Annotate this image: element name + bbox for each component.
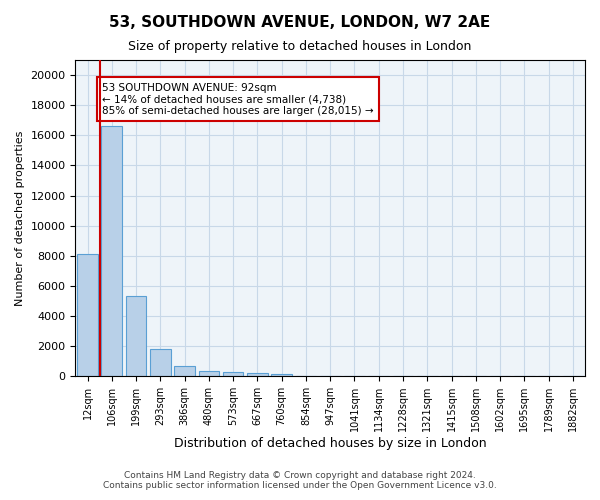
X-axis label: Distribution of detached houses by size in London: Distribution of detached houses by size … — [174, 437, 487, 450]
Y-axis label: Number of detached properties: Number of detached properties — [15, 130, 25, 306]
Text: Contains HM Land Registry data © Crown copyright and database right 2024.
Contai: Contains HM Land Registry data © Crown c… — [103, 470, 497, 490]
Bar — [77, 254, 98, 376]
Bar — [126, 296, 146, 376]
Bar — [271, 374, 292, 376]
Text: 53 SOUTHDOWN AVENUE: 92sqm
← 14% of detached houses are smaller (4,738)
85% of s: 53 SOUTHDOWN AVENUE: 92sqm ← 14% of deta… — [102, 82, 374, 116]
Bar — [223, 372, 244, 376]
Text: Size of property relative to detached houses in London: Size of property relative to detached ho… — [128, 40, 472, 53]
Bar — [247, 373, 268, 376]
Bar — [199, 370, 219, 376]
Text: 53, SOUTHDOWN AVENUE, LONDON, W7 2AE: 53, SOUTHDOWN AVENUE, LONDON, W7 2AE — [109, 15, 491, 30]
Bar — [101, 126, 122, 376]
Bar — [150, 349, 170, 376]
Bar — [174, 366, 195, 376]
